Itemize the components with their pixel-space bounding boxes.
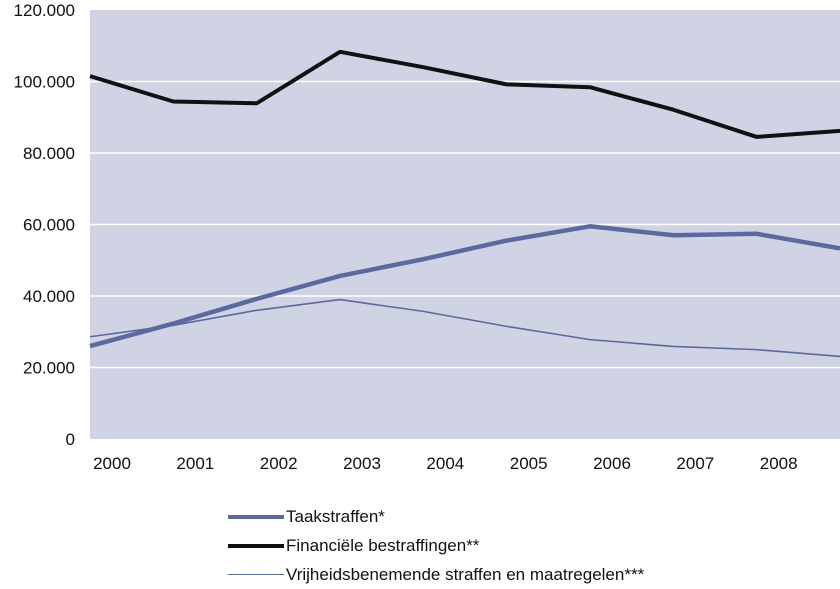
y-tick-label: 100.000: [14, 73, 75, 92]
legend: Taakstraffen* Financiële bestraffingen** V…: [228, 502, 644, 589]
y-axis-tick-labels: 0 20.000 40.000 60.000 80.000 100.000 120.000: [14, 1, 75, 449]
legend-label: Vrijheidsbenemende straffen en maatregel…: [286, 564, 645, 584]
series-line-1: [89, 224, 840, 349]
y-tick-label: 80.000: [23, 144, 75, 163]
legend-swatch: [228, 514, 284, 519]
legend-swatch: [228, 543, 284, 548]
gridlines: [90, 80, 840, 369]
x-tick-label: 2005: [510, 454, 548, 473]
legend-swatch: [228, 574, 284, 575]
x-tick-label: 2004: [426, 454, 464, 473]
series-line-3: [89, 298, 840, 358]
x-tick-label: 2002: [260, 454, 298, 473]
x-tick-label: 2008: [760, 454, 798, 473]
x-tick-label: 2007: [676, 454, 714, 473]
legend-item: Vrijheidsbenemende straffen en maatregel…: [228, 560, 644, 589]
y-tick-label: 0: [66, 430, 75, 449]
x-tick-label: 2006: [593, 454, 631, 473]
y-tick-label: 60.000: [23, 216, 75, 235]
x-axis-tick-labels: 2000200120022003200420052006200720082009: [93, 454, 798, 473]
line-chart: 020.00040.00060.00080.000100.000120.000 …: [14, 1, 840, 473]
legend-item: Taakstraffen*: [228, 502, 644, 531]
series-line-2: [89, 49, 840, 139]
x-tick-label: 2001: [176, 454, 214, 473]
x-tick-label: 2000: [93, 454, 131, 473]
y-tick-label: 120.000: [14, 1, 75, 20]
legend-item: Financiële bestraffingen**: [228, 531, 644, 560]
x-tick-label: 2003: [343, 454, 381, 473]
legend-label: Taakstraffen*: [286, 506, 385, 526]
series-lines: [89, 49, 840, 358]
y-tick-label: 40.000: [23, 287, 75, 306]
legend-label: Financiële bestraffingen**: [286, 535, 480, 555]
y-tick-label: 20.000: [23, 359, 75, 378]
